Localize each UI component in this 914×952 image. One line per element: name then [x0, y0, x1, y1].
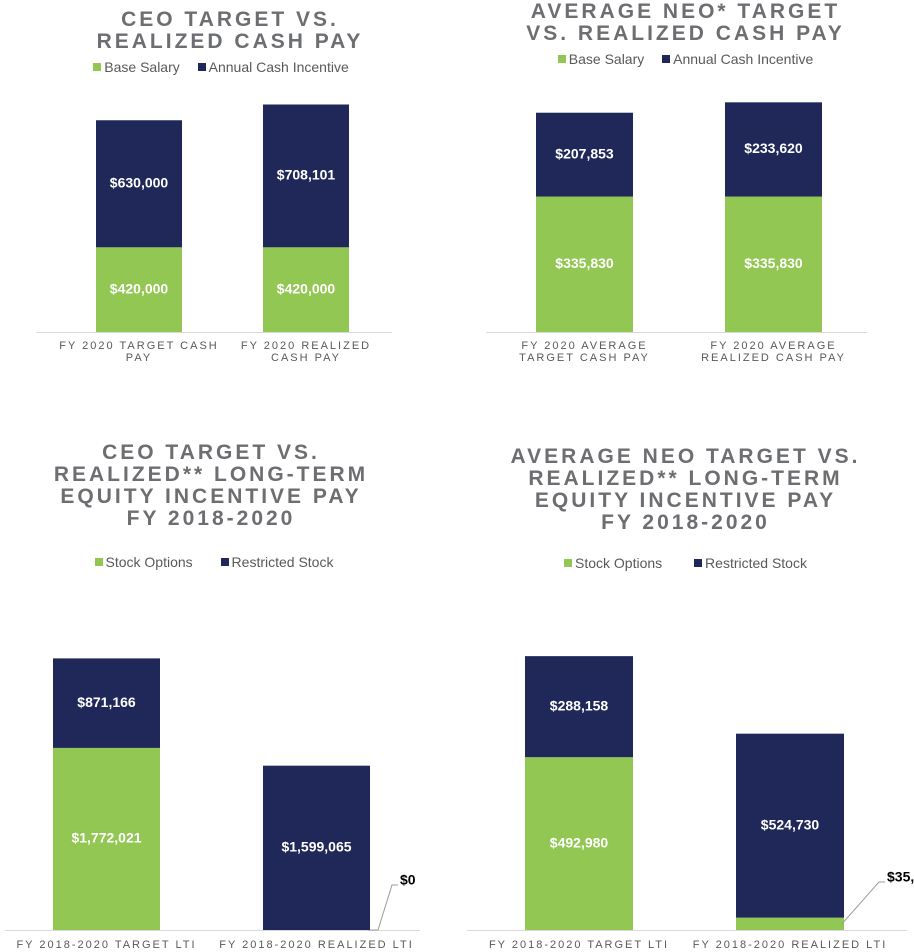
legend-label: Stock Options	[105, 554, 193, 570]
bar-chart-ceo-lti: $1,772,021 $871,166 FY 2018-2020 TARGET LT…	[5, 658, 420, 951]
category-label: FY 2018-2020 REALIZED LTI	[219, 939, 414, 951]
chart-title-line: REALIZED** LONG-TERM	[53, 463, 369, 487]
legend-label: Annual Cash Incentive	[208, 59, 349, 75]
legend-label: Base Salary	[568, 51, 645, 67]
category-label: FY 2018-2020 REALIZED LTI	[693, 939, 888, 951]
bar-restricted-stock	[53, 658, 160, 748]
legend-swatch	[694, 559, 703, 568]
chart-title-line: CEO TARGET VS.	[121, 8, 339, 31]
data-label: $1,772,021	[71, 830, 141, 846]
category-label: FY 2018-2020 TARGET LTI	[489, 939, 669, 951]
legend-item-stock-options: Stock Options	[564, 555, 662, 571]
category-label: REALIZED CASH PAY	[701, 352, 846, 364]
bar-stock-options	[525, 757, 633, 930]
category-label: FY 2020 AVERAGE	[521, 340, 647, 352]
data-label: $35,262	[887, 869, 914, 885]
bar-base-salary	[725, 196, 822, 332]
data-label: $524,730	[761, 816, 820, 832]
category-label: PAY	[126, 352, 152, 364]
legend-item-restricted-stock: Restricted Stock	[694, 555, 807, 571]
bar-annual-cash-incentive	[725, 102, 822, 197]
bar-annual-cash-incentive	[96, 120, 182, 248]
legend-swatch	[662, 55, 671, 64]
legend-swatch	[197, 63, 206, 72]
legend-swatch	[557, 55, 566, 64]
chart-title-line: AVERAGE NEO* TARGET	[530, 0, 841, 23]
category-label: CASH PAY	[271, 352, 341, 364]
chart-title-line: FY 2018-2020	[601, 511, 770, 535]
chart-legend: Base Salary Annual Cash Incentive	[457, 51, 914, 67]
legend-swatch	[93, 63, 102, 72]
data-label: $288,158	[550, 697, 609, 713]
legend-item-base-salary: Base Salary	[557, 51, 645, 67]
legend-label: Annual Cash Incentive	[673, 51, 814, 67]
category-label: FY 2020 TARGET CASH	[59, 340, 218, 352]
legend-swatch	[220, 558, 229, 567]
legend-swatch	[94, 558, 103, 567]
panel-neo-lti: AVERAGE NEO TARGET VS. REALIZED** LONG-T…	[457, 420, 914, 952]
chart-title-line: REALIZED CASH PAY	[96, 30, 364, 54]
bar-restricted-stock	[263, 765, 370, 930]
bar-base-salary	[536, 196, 633, 332]
chart-title-line: EQUITY INCENTIVE PAY	[534, 489, 837, 513]
chart-title: AVERAGE NEO TARGET VS. REALIZED** LONG-T…	[457, 445, 914, 535]
data-label: $335,830	[744, 255, 803, 271]
data-label: $420,000	[110, 280, 169, 296]
legend-item-annual-cash-incentive: Annual Cash Incentive	[662, 51, 813, 67]
category-label: FY 2020 REALIZED	[241, 340, 371, 352]
bar-base-salary	[96, 247, 182, 332]
bar-stock-options	[53, 747, 160, 930]
chart-title-line: FY 2018-2020	[126, 507, 296, 531]
legend-label: Base Salary	[104, 59, 180, 75]
data-label: $335,830	[555, 255, 614, 271]
data-label: $207,853	[555, 145, 614, 161]
legend-label: Stock Options	[575, 555, 663, 571]
chart-title-line: CEO TARGET VS.	[102, 441, 320, 464]
data-label: $1,599,065	[281, 839, 351, 855]
legend-item-restricted-stock: Restricted Stock	[220, 554, 334, 570]
legend-item-annual-cash-incentive: Annual Cash Incentive	[197, 59, 349, 75]
data-label: $420,000	[277, 280, 336, 296]
bar-restricted-stock	[736, 733, 844, 918]
chart-title: CEO TARGET VS. REALIZED** LONG-TERM EQUI…	[0, 441, 422, 531]
legend-swatch	[564, 559, 572, 568]
category-label: FY 2018-2020 TARGET LTI	[16, 939, 196, 951]
bar-base-salary	[263, 247, 349, 332]
panel-ceo-cash-pay: CEO TARGET VS. REALIZED CASH PAY Base Sa…	[0, 0, 460, 420]
chart-legend: Base Salary Annual Cash Incentive	[0, 59, 442, 75]
data-label-leader-line	[841, 881, 885, 925]
chart-title: CEO TARGET VS. REALIZED CASH PAY	[0, 8, 460, 54]
data-label-leader-line	[368, 884, 398, 931]
chart-title-line: EQUITY INCENTIVE PAY	[60, 485, 362, 509]
chart-title-line: VS. REALIZED CASH PAY	[526, 22, 845, 46]
chart-title: AVERAGE NEO* TARGET VS. REALIZED CASH PA…	[457, 0, 914, 46]
chart-title-line: AVERAGE NEO TARGET VS.	[510, 445, 861, 468]
data-label: $708,101	[277, 167, 336, 183]
chart-legend: Stock Options Restricted Stock	[457, 555, 914, 571]
data-label: $0	[400, 872, 416, 888]
legend-item-base-salary: Base Salary	[93, 59, 180, 75]
data-label: $492,980	[550, 834, 609, 850]
data-label: $630,000	[110, 174, 169, 190]
bar-restricted-stock	[525, 656, 633, 758]
legend-label: Restricted Stock	[705, 555, 807, 571]
bar-chart-neo-lti: $492,980 $288,158 FY 2018-2020 TARGET LTI $…	[467, 656, 914, 951]
category-label: TARGET CASH PAY	[519, 352, 650, 364]
bar-annual-cash-incentive	[263, 104, 349, 248]
data-label: $871,166	[77, 694, 136, 710]
bar-stock-options	[736, 917, 844, 930]
chart-title-line: REALIZED** LONG-TERM	[528, 467, 843, 491]
data-label: $233,620	[744, 140, 803, 156]
category-label: FY 2020 AVERAGE	[710, 340, 836, 352]
panel-neo-cash-pay: AVERAGE NEO* TARGET VS. REALIZED CASH PA…	[457, 0, 914, 420]
bar-annual-cash-incentive	[536, 112, 633, 197]
panel-ceo-lti: CEO TARGET VS. REALIZED** LONG-TERM EQUI…	[0, 420, 460, 952]
legend-label: Restricted Stock	[231, 554, 334, 570]
legend-item-stock-options: Stock Options	[94, 554, 193, 570]
chart-legend: Stock Options Restricted Stock	[0, 554, 428, 570]
